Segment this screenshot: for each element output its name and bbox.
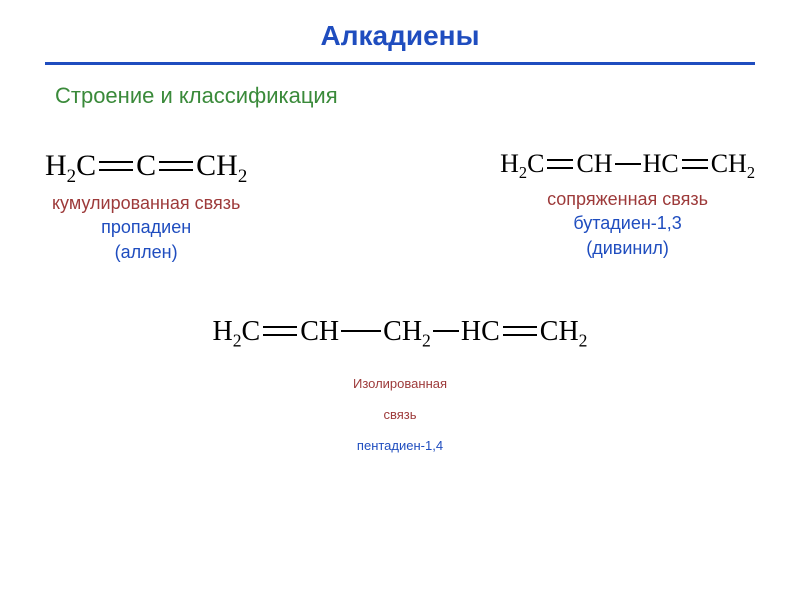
propadiene-formula: H2CCCH2: [45, 149, 247, 183]
pentadiene-block: H2CCHCH2HCCH2 Изолированная связь пентад…: [0, 316, 800, 462]
double-bond-icon: [99, 161, 133, 171]
subscript: 2: [238, 166, 247, 187]
atom: C: [136, 149, 156, 182]
atom: CH: [300, 316, 339, 347]
bond-type-label: кумулированная связь: [45, 191, 247, 215]
title-underline: [45, 62, 755, 65]
butadiene-formula: H2CCHHCCH2: [500, 149, 755, 179]
atom: C: [527, 149, 544, 178]
page-subtitle: Строение и классификация: [0, 83, 800, 109]
atom: CH: [383, 316, 422, 347]
compound-name-label: бутадиен-1,3: [500, 211, 755, 235]
atom: HC: [461, 316, 500, 347]
page-title: Алкадиены: [0, 0, 800, 62]
subscript: 2: [233, 330, 242, 350]
double-bond-icon: [547, 159, 573, 169]
compound-name-label: пентадиен-1,4: [0, 430, 800, 461]
propadiene-block: H2CCCH2 кумулированная связь пропадиен (…: [45, 149, 247, 264]
atom: HC: [643, 149, 679, 178]
compound-alt-label: (аллен): [45, 240, 247, 264]
subscript: 2: [422, 330, 431, 350]
compound-name-label: пропадиен: [45, 215, 247, 239]
compound-alt-label: (дивинил): [500, 236, 755, 260]
atom: H: [500, 149, 519, 178]
atom: H: [45, 149, 67, 182]
subscript: 2: [519, 163, 527, 182]
formula-row-top: H2CCCH2 кумулированная связь пропадиен (…: [0, 149, 800, 264]
subscript: 2: [67, 166, 76, 187]
double-bond-icon: [263, 326, 297, 336]
pentadiene-formula: H2CCHCH2HCCH2: [0, 316, 800, 348]
atom: CH: [540, 316, 579, 347]
atom: C: [242, 316, 261, 347]
atom: C: [76, 149, 96, 182]
bond-type-label-2: связь: [0, 399, 800, 430]
atom: CH: [196, 149, 238, 182]
atom: CH: [576, 149, 612, 178]
double-bond-icon: [159, 161, 193, 171]
double-bond-icon: [503, 326, 537, 336]
atom: H: [213, 316, 233, 347]
atom: CH: [711, 149, 747, 178]
bond-type-label: сопряженная связь: [500, 187, 755, 211]
subscript: 2: [747, 163, 755, 182]
double-bond-icon: [682, 159, 708, 169]
bond-type-label: Изолированная: [0, 368, 800, 399]
single-bond-icon: [433, 330, 459, 332]
subscript: 2: [579, 330, 588, 350]
single-bond-icon: [615, 163, 641, 165]
butadiene-block: H2CCHHCCH2 сопряженная связь бутадиен-1,…: [500, 149, 755, 264]
single-bond-icon: [341, 330, 381, 332]
